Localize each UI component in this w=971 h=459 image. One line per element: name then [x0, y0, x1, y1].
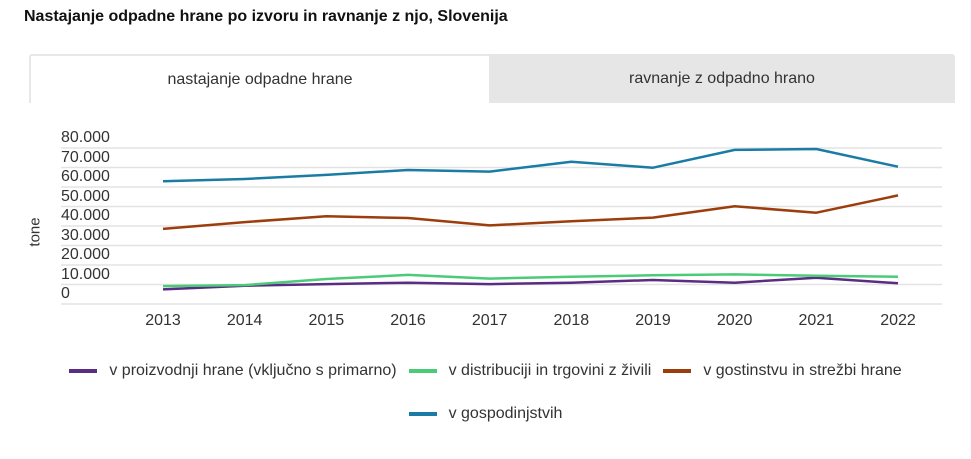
x-tick-label: 2018: [553, 312, 590, 329]
x-tick-label: 2014: [226, 312, 263, 329]
x-tick-label: 2021: [798, 312, 835, 329]
chart-title: Nastajanje odpadne hrane po izvoru in ra…: [24, 8, 508, 25]
legend-item[interactable]: v gospodinjstvih: [408, 405, 563, 423]
x-tick-label: 2016: [390, 312, 426, 329]
legend-swatch: [663, 369, 692, 373]
legend-item[interactable]: v gostinstvu in strežbi hrane: [663, 362, 902, 380]
y-tick-label: 60.000: [61, 168, 110, 185]
y-tick-label: 20.000: [61, 246, 110, 263]
x-tick-label: 2013: [145, 312, 181, 329]
x-tick-label: 2020: [716, 312, 753, 329]
y-tick-label: 80.000: [61, 129, 110, 146]
legend-item[interactable]: v proizvodnji hrane (vključno s primarno…: [69, 362, 397, 380]
legend-label: v gostinstvu in strežbi hrane: [703, 362, 902, 379]
y-tick-label: 70.000: [61, 148, 110, 166]
x-tick-label: 2019: [635, 312, 671, 329]
legend-label: v distribuciji in trgovini z živili: [448, 362, 652, 379]
legend-swatch: [408, 412, 437, 416]
legend-swatch: [69, 369, 98, 373]
tab-ravnanje[interactable]: ravnanje z odpadno hrano: [489, 54, 955, 103]
legend-row-2: v gospodinjstvih: [0, 405, 971, 423]
legend-label: v gospodinjstvih: [448, 405, 563, 422]
x-tick-label: 2015: [308, 312, 345, 329]
legend-swatch: [408, 369, 437, 373]
y-tick-label: 0: [61, 285, 70, 302]
legend: v proizvodnji hrane (vključno s primarno…: [0, 362, 971, 380]
tab-nastajanje[interactable]: nastajanje odpadne hrane: [29, 54, 489, 103]
legend-label: v proizvodnji hrane (vključno s primarno…: [109, 362, 397, 379]
tab-bar: nastajanje odpadne hrane ravnanje z odpa…: [29, 54, 955, 103]
y-tick-label: 50.000: [61, 187, 110, 205]
x-tick-label: 2022: [880, 312, 916, 329]
y-tick-label: 40.000: [61, 207, 110, 224]
x-tick-label: 2017: [471, 312, 508, 329]
legend-item[interactable]: v distribuciji in trgovini z živili: [408, 362, 652, 380]
series-line-0[interactable]: [162, 276, 899, 291]
series-line-2[interactable]: [162, 194, 899, 231]
series-line-3[interactable]: [162, 147, 899, 183]
y-tick-label: 10.000: [61, 265, 110, 283]
y-tick-label: 30.000: [61, 226, 110, 244]
series-line-1[interactable]: [162, 273, 899, 288]
